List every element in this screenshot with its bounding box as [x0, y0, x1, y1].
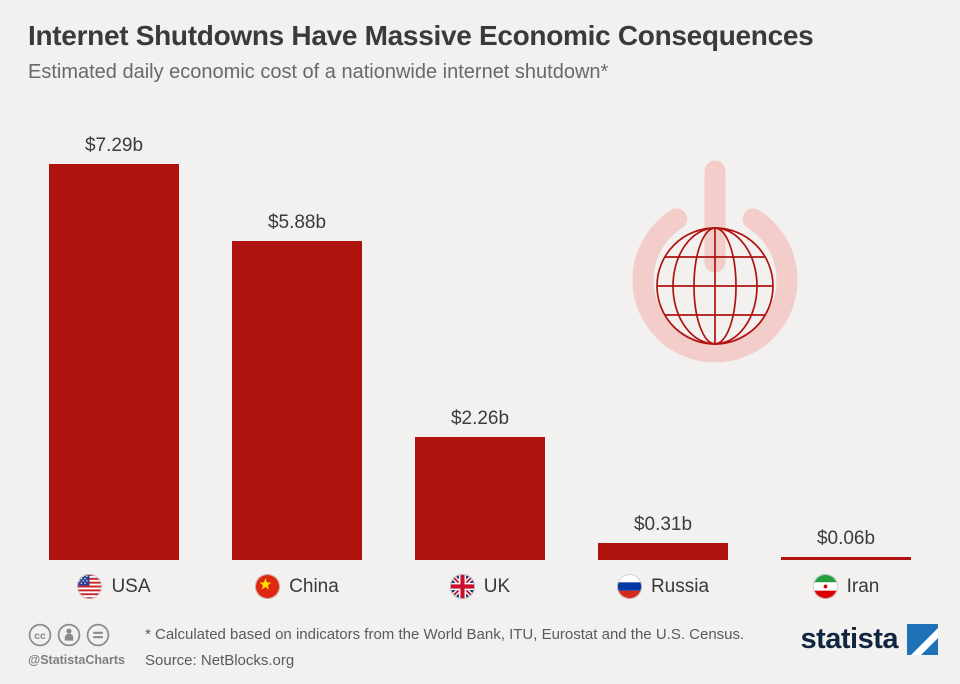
bar-value-label-china: $5.88b — [267, 211, 327, 233]
chart-column-iran: $0.06b Iran — [781, 528, 911, 600]
power-globe-icon — [612, 158, 818, 374]
bar-uk — [415, 437, 545, 560]
country-label-china: China — [255, 573, 339, 600]
chart-title: Internet Shutdowns Have Massive Economic… — [28, 20, 814, 51]
footer-notes: * Calculated based on indicators from th… — [145, 622, 744, 675]
statista-wordmark: statista — [800, 623, 898, 655]
flag-china-icon — [255, 574, 281, 599]
flag-usa-icon — [77, 574, 103, 599]
chart-header: Internet Shutdowns Have Massive Economic… — [28, 20, 938, 84]
cc-license-icons: cc — [28, 623, 110, 647]
country-name-russia: Russia — [650, 575, 710, 597]
country-name-usa: USA — [111, 575, 151, 597]
country-name-iran: Iran — [846, 575, 880, 597]
no-derivatives-icon — [86, 623, 110, 647]
bar-chart: $7.29b USA $5.88b China $2.26b UK $0.31b Russia… — [49, 132, 911, 600]
flag-russia-icon — [616, 574, 642, 599]
flag-uk-icon — [449, 574, 475, 599]
svg-text:cc: cc — [34, 630, 46, 642]
country-label-russia: Russia — [616, 573, 710, 600]
country-name-china: China — [289, 575, 339, 597]
country-label-usa: USA — [77, 573, 151, 600]
bar-russia — [598, 543, 728, 560]
bar-value-label-uk: $2.26b — [450, 408, 510, 430]
statista-logo: statista — [800, 623, 938, 656]
footnote-text: * Calculated based on indicators from th… — [145, 626, 745, 643]
country-label-iran: Iran — [812, 573, 880, 600]
cc-icon: cc — [28, 623, 52, 647]
chart-column-uk: $2.26b UK — [415, 408, 545, 600]
attribution-icon — [57, 623, 81, 647]
country-name-uk: UK — [483, 575, 511, 597]
chart-column-russia: $0.31b Russia — [598, 514, 728, 600]
statista-logo-mark-icon — [907, 624, 938, 655]
bar-usa — [49, 164, 179, 560]
bar-value-label-iran: $0.06b — [816, 527, 876, 549]
bar-value-label-russia: $0.31b — [633, 514, 693, 536]
footer: cc @StatistaCharts * Calculated based on… — [0, 615, 960, 684]
chart-column-usa: $7.29b USA — [49, 135, 179, 600]
bar-iran — [781, 556, 911, 560]
chart-subtitle: Estimated daily economic cost of a natio… — [28, 61, 609, 83]
statista-charts-handle: @StatistaCharts — [28, 653, 125, 667]
chart-column-china: $5.88b China — [232, 212, 362, 600]
bar-value-label-usa: $7.29b — [84, 135, 144, 156]
bar-china — [232, 240, 362, 560]
source-text: Source: NetBlocks.org — [145, 652, 295, 670]
flag-iran-icon — [812, 574, 838, 599]
country-label-uk: UK — [449, 573, 511, 600]
